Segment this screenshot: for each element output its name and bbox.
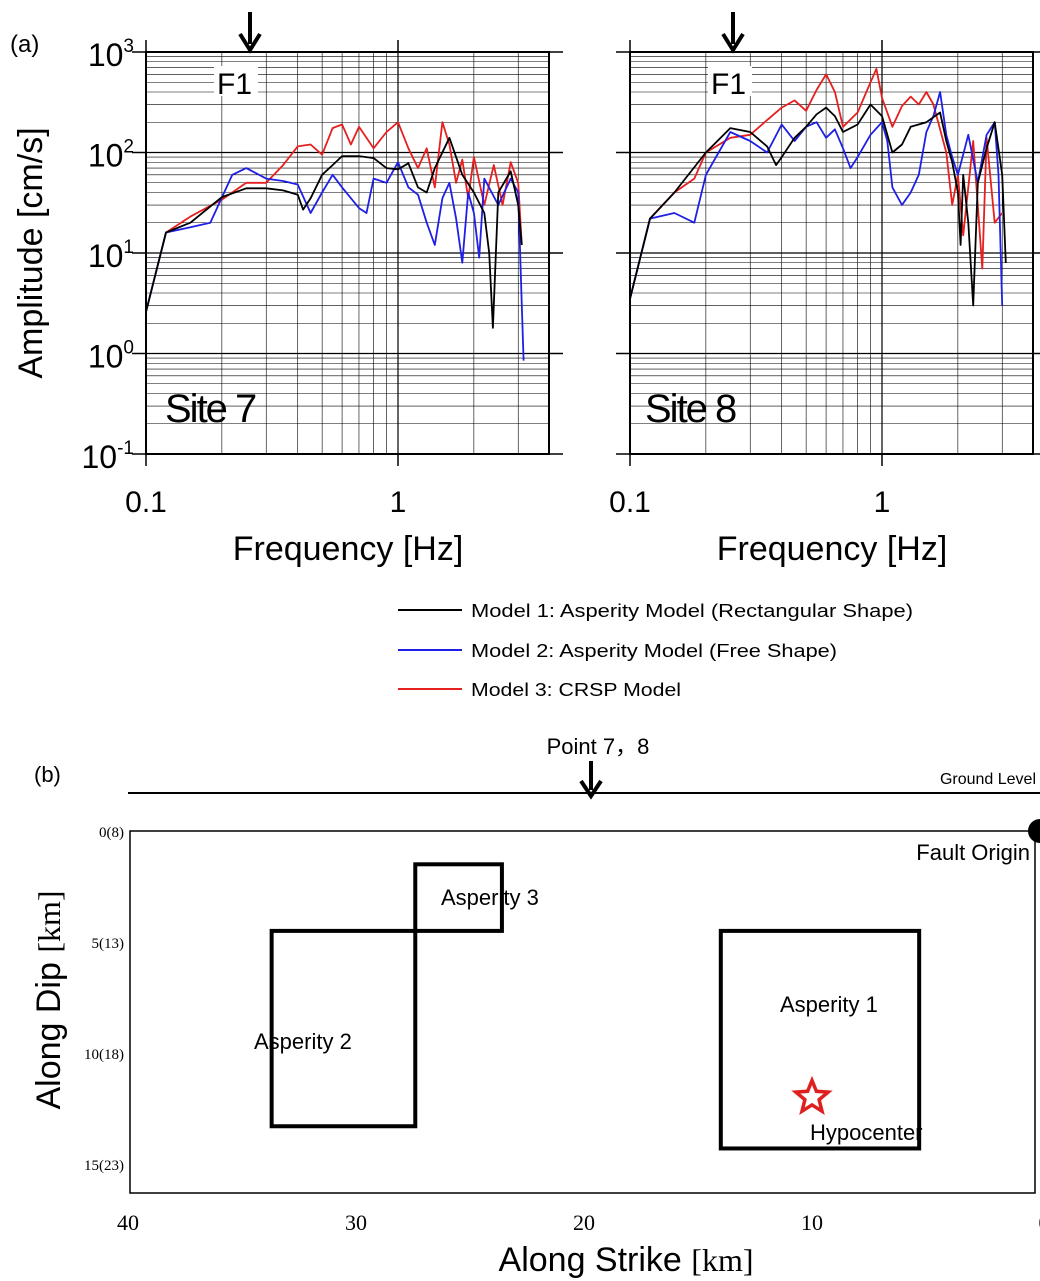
- y-tick-label: 100: [88, 338, 134, 375]
- strike-tick: 40: [117, 1210, 139, 1235]
- site-7-title: Site 7: [165, 387, 256, 431]
- fault-origin-dot: [1028, 819, 1040, 843]
- y-tick-label: 101: [88, 237, 134, 274]
- site-8-title: Site 8: [645, 387, 736, 431]
- legend-label: Model 3: CRSP Model: [471, 680, 681, 700]
- legend-label: Model 2: Asperity Model (Free Shape): [471, 641, 837, 661]
- f1-arrow-site-7: [238, 12, 262, 54]
- grid-site-7: [132, 40, 563, 466]
- x-tick-labels: 0.1 1 0.1 1: [125, 486, 890, 519]
- fault-plane-frame: [129, 830, 1036, 1194]
- x-tick-label: 1: [390, 486, 407, 519]
- dip-axis-label-unit: [km]: [31, 890, 67, 952]
- asperity-rect: [718, 928, 922, 1151]
- dip-tick: 15(23): [84, 1158, 124, 1174]
- dip-tick: 10(18): [84, 1047, 124, 1063]
- y-axis-label: Amplitude [cm/s]: [12, 127, 50, 378]
- lines-site-8: [629, 67, 1007, 307]
- y-tick-label: 103: [88, 36, 134, 73]
- strike-axis-label: Along Strike [km]: [499, 1241, 754, 1279]
- hypocenter-star: [791, 1075, 833, 1116]
- legend-label: Model 1: Asperity Model (Rectangular Sha…: [471, 601, 913, 621]
- f1-arrow-site-8: [721, 12, 745, 54]
- series-line: [145, 136, 523, 329]
- strike-axis-label-unit: [km]: [691, 1242, 753, 1278]
- asperity-rect: [269, 928, 418, 1129]
- legend-item: Model 1: Asperity Model (Rectangular Sha…: [398, 601, 913, 621]
- asperity-rect: [413, 862, 504, 933]
- strike-tick: 30: [345, 1210, 367, 1235]
- dip-tick-labels: 0(8) 5(13) 10(18) 15(23): [84, 825, 124, 1174]
- x-tick-label: 0.1: [125, 486, 167, 519]
- series-line: [629, 91, 1004, 306]
- chart-site-8: Site 8 F1: [616, 12, 1040, 466]
- x-tick-label: 0.1: [609, 486, 651, 519]
- lines-site-7: [145, 121, 525, 361]
- panel-a-label: (a): [10, 31, 39, 58]
- dip-axis-label-main: Along Dip: [30, 953, 68, 1110]
- hypocenter-label: Hypocenter: [810, 1120, 923, 1145]
- asperity-label: Asperity 3: [441, 885, 539, 910]
- hypocenter-star-icon: [791, 1075, 833, 1116]
- chart-site-7: Site 7 F1: [132, 12, 563, 466]
- point-arrow: [579, 761, 603, 800]
- y-tick-label: 10-1: [82, 438, 135, 475]
- dip-tick: 0(8): [99, 825, 124, 841]
- f1-label-site-8: F1: [711, 68, 746, 101]
- plot-frame-site-8: [629, 51, 1034, 455]
- plot-frame-site-7: [145, 51, 550, 455]
- series-line: [145, 161, 525, 361]
- strike-axis-label-main: Along Strike: [499, 1241, 692, 1279]
- y-tick-labels: 103 102 101 100 10-1: [82, 36, 135, 475]
- legend-item: Model 3: CRSP Model: [398, 680, 681, 700]
- fault-origin-label: Fault Origin: [916, 840, 1030, 865]
- ground-level-label: Ground Level: [940, 771, 1036, 788]
- legend: Model 1: Asperity Model (Rectangular Sha…: [398, 601, 913, 700]
- asperities: Asperity 1 Asperity 2 Asperity 3: [254, 862, 922, 1151]
- strike-tick: 0: [1039, 1210, 1040, 1235]
- y-tick-label: 102: [88, 137, 134, 174]
- f1-label-site-7: F1: [217, 68, 252, 101]
- dip-axis-label: Along Dip [km]: [30, 890, 68, 1109]
- strike-tick: 10: [801, 1210, 823, 1235]
- series-line: [145, 121, 523, 313]
- series-line: [629, 67, 1003, 300]
- panel-b-label: (b): [34, 762, 61, 787]
- x-axis-label-site-7: Frequency [Hz]: [233, 530, 464, 568]
- strike-tick: 20: [573, 1210, 595, 1235]
- x-axis-label-site-8: Frequency [Hz]: [717, 530, 948, 568]
- strike-tick-labels: 40 30 20 10 0: [117, 1210, 1040, 1235]
- legend-item: Model 2: Asperity Model (Free Shape): [398, 641, 837, 661]
- asperity-label: Asperity 2: [254, 1029, 352, 1054]
- dip-tick: 5(13): [92, 936, 125, 952]
- x-tick-label: 1: [874, 486, 891, 519]
- series-line: [629, 103, 1007, 307]
- asperity-label: Asperity 1: [780, 992, 878, 1017]
- point-label: Point 7，8: [547, 734, 650, 759]
